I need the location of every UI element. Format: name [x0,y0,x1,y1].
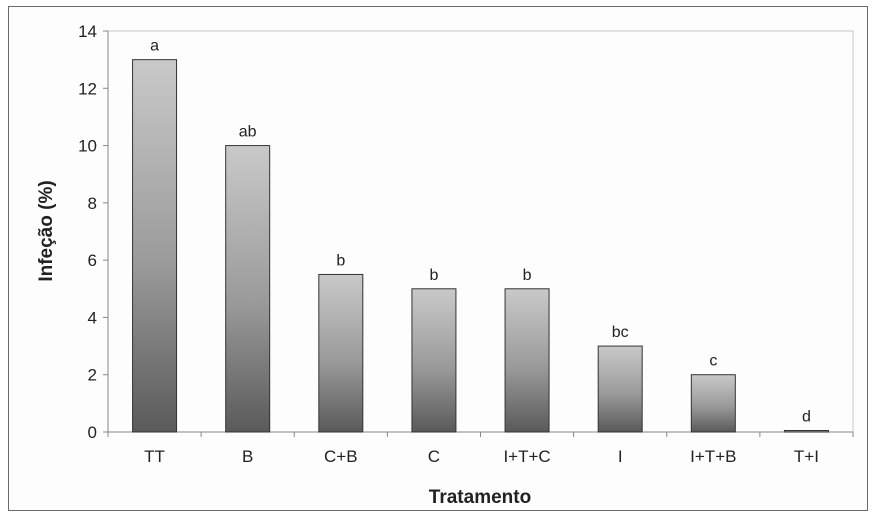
bar-i-t-c [504,288,550,433]
y-tick-label: 12 [78,79,97,98]
bar-significance-label: b [523,267,532,284]
bar-tt [132,59,178,433]
bar-significance-label: bc [612,324,629,341]
x-tick-label: T+I [794,447,819,466]
bar-significance-label: d [802,409,811,426]
bar-significance-label: b [429,267,438,284]
axes: 0 2 4 6 8 10 12 14 TT B C+B C I+T+C I I+T+B T+I [78,22,854,466]
bars [132,59,829,433]
x-tick-label: C+B [324,447,358,466]
x-tick-label: TT [144,447,165,466]
x-tick-label: I [618,447,623,466]
bar-b [225,145,271,433]
x-tick-label: B [242,447,253,466]
bar-i [597,345,643,433]
y-tick-label: 8 [88,194,97,213]
bar-significance-label: a [150,38,159,55]
bar-i-t-b [690,374,736,433]
y-tick-label: 0 [88,423,97,442]
y-tick-label: 14 [78,22,97,41]
bar-labels: a ab b b b bc c d [150,38,811,426]
bar-significance-label: c [709,353,717,370]
bar-c-b [318,273,364,433]
x-axis-title: Tratamento [429,487,531,508]
bar-t-i [783,430,829,433]
y-tick-label: 2 [88,366,97,385]
y-tick-label: 10 [78,137,97,156]
bar-significance-label: ab [239,124,257,141]
y-tick-label: 4 [88,308,97,327]
bar-significance-label: b [336,252,345,269]
x-tick-label: C [428,447,440,466]
plot-area [107,30,854,433]
x-tick-label: I+T+C [503,447,550,466]
x-tick-label: I+T+B [690,447,736,466]
y-axis-title: Infeção (%) [36,180,57,281]
y-tick-label: 6 [88,251,97,270]
bar-c [411,288,457,433]
